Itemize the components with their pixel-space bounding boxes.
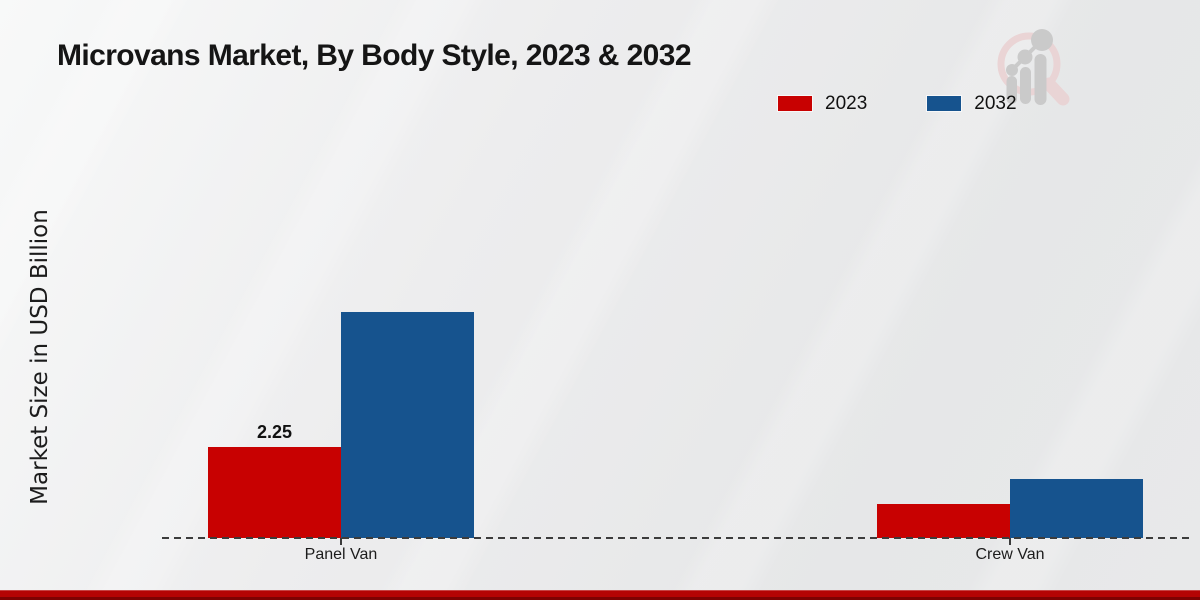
x-axis-tick <box>340 538 342 545</box>
category-label-crew-van: Crew Van <box>975 546 1045 563</box>
category-label-panel-van: Panel Van <box>304 546 378 563</box>
footer-accent-bar <box>0 590 1200 600</box>
chart-title: Microvans Market, By Body Style, 2023 & … <box>57 39 692 72</box>
magnifier-barchart-logo-icon <box>997 29 1070 106</box>
legend-label-2032: 2032 <box>974 93 1017 114</box>
x-axis-tick <box>1009 538 1011 545</box>
bar-2023-crew-van <box>877 504 1010 538</box>
bar-2023-panel-van <box>208 447 341 538</box>
bar-2032-crew-van <box>1010 479 1143 538</box>
legend-label-2023: 2023 <box>825 93 868 114</box>
legend-swatch-2032 <box>927 96 962 111</box>
legend-swatch-2023 <box>778 96 812 111</box>
bar-2032-panel-van <box>341 312 474 538</box>
x-axis-baseline <box>162 537 1193 539</box>
bar-value-label: 2.25 <box>256 422 293 443</box>
legend: 2023 2032 <box>778 94 1017 113</box>
